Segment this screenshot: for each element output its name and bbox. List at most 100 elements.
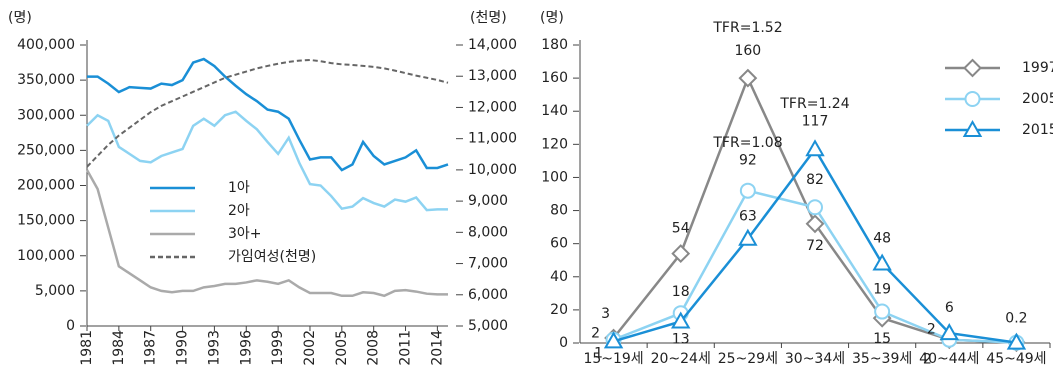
x-tick-label: 2005 <box>334 330 350 366</box>
point-marker <box>872 253 892 271</box>
y-tick-label: 5,000 <box>35 283 75 299</box>
y-tick-label: 0 <box>66 318 75 334</box>
x-tick-label: 25~29세 <box>718 351 778 367</box>
data-label: 1 <box>594 345 603 361</box>
data-label: 72 <box>806 238 824 254</box>
data-label: 3 <box>601 306 610 322</box>
point-marker <box>874 303 891 320</box>
data-label: 117 <box>802 113 829 129</box>
y-tick-label: 160 <box>541 70 568 86</box>
y-tick-label: 80 <box>550 203 568 219</box>
y-tick-label: 180 <box>541 37 568 53</box>
annotation: TFR=1.08 <box>712 135 782 151</box>
x-tick-label: 2014 <box>429 330 445 366</box>
data-label: 92 <box>739 153 757 169</box>
y-tick-label: 350,000 <box>17 72 75 88</box>
x-tick-label: 2008 <box>366 330 382 366</box>
data-label: 0.2 <box>1005 311 1027 327</box>
x-tick-label: 45~49세 <box>986 351 1046 367</box>
legend-label: 2아 <box>228 203 250 219</box>
point-marker <box>738 228 758 246</box>
data-label: 2 <box>927 322 936 338</box>
y2-tick-label: 6,000 <box>468 287 508 303</box>
x-tick-label: 20~24세 <box>651 351 711 367</box>
y2-tick-label: 5,000 <box>468 318 508 334</box>
legend-label: 가임여성(천명) <box>228 249 316 265</box>
legend-label: 2015 <box>1022 122 1053 138</box>
x-tick-label: 1993 <box>206 330 222 366</box>
y-tick-label: 150,000 <box>17 213 75 229</box>
data-label: 63 <box>739 209 757 225</box>
point-marker <box>805 139 825 157</box>
data-label: 15 <box>873 331 891 347</box>
x-tick-label: 15~19세 <box>583 351 643 367</box>
data-label: 6 <box>945 300 954 316</box>
y2-tick-label: 12,000 <box>468 99 517 115</box>
point-marker <box>1006 332 1027 350</box>
point-marker <box>670 311 691 329</box>
data-label: 54 <box>672 221 690 237</box>
data-label: 160 <box>734 43 761 59</box>
x-tick-label: 1981 <box>79 330 95 366</box>
legend-label: 3아+ <box>228 226 262 242</box>
point-marker <box>738 68 758 88</box>
x-tick-label: 40~44세 <box>919 351 979 367</box>
y2-tick-label: 11,000 <box>468 131 517 147</box>
y-tick-label: 250,000 <box>17 142 75 158</box>
legend-label: 2005 <box>1022 91 1053 107</box>
x-tick-label: 2002 <box>302 330 318 366</box>
y-tick-label: 0 <box>559 335 568 351</box>
point-marker <box>603 331 624 349</box>
y-tick-label: 120 <box>541 136 568 152</box>
data-label: 13 <box>672 331 690 347</box>
y2-tick-label: 8,000 <box>468 224 508 240</box>
annotation: TFR=1.52 <box>712 20 782 36</box>
y-tick-label: 400,000 <box>17 37 75 53</box>
y-tick-label: 100,000 <box>17 248 75 264</box>
y-tick-label: 140 <box>541 103 568 119</box>
legend-marker <box>963 58 982 78</box>
y-tick-label: 100 <box>541 169 568 185</box>
y2-tick-label: 10,000 <box>468 162 517 178</box>
y-axis-unit: (명) <box>8 10 32 26</box>
series-line <box>86 58 449 168</box>
data-label: 18 <box>672 284 690 300</box>
point-marker <box>939 323 960 341</box>
legend-label: 1997 <box>1022 60 1053 76</box>
series-line <box>86 110 448 212</box>
x-tick-label: 35~39세 <box>852 351 912 367</box>
point-marker <box>807 199 823 216</box>
y-tick-label: 300,000 <box>17 107 75 123</box>
legend-label: 1아 <box>228 180 250 196</box>
x-tick-label: 1987 <box>143 330 159 366</box>
y-tick-label: 60 <box>550 236 568 252</box>
y-axis-unit: (명) <box>540 10 564 26</box>
y-tick-label: 20 <box>550 302 568 318</box>
series-line <box>85 169 448 298</box>
legend-marker <box>962 119 983 137</box>
y-tick-label: 200,000 <box>17 178 75 194</box>
x-tick-label: 2011 <box>398 330 414 366</box>
legend-marker <box>964 91 981 107</box>
series-line <box>87 57 449 172</box>
point-marker <box>739 182 756 199</box>
data-label: 2 <box>923 352 932 368</box>
y2-tick-label: 9,000 <box>468 193 508 209</box>
y2-tick-label: 14,000 <box>468 37 517 53</box>
x-tick-label: 1996 <box>238 330 254 366</box>
point-marker <box>671 244 691 264</box>
data-label: 82 <box>806 172 824 188</box>
y2-tick-label: 7,000 <box>468 256 508 272</box>
y-tick-label: 40 <box>550 269 568 285</box>
y2-tick-label: 13,000 <box>468 68 517 84</box>
x-tick-label: 30~34세 <box>785 351 845 367</box>
point-marker <box>805 214 825 234</box>
y2-axis-unit: (천명) <box>470 10 507 26</box>
x-tick-label: 1984 <box>111 330 127 366</box>
data-label: 19 <box>873 282 891 298</box>
data-label: 2 <box>591 326 600 342</box>
data-label: 48 <box>873 231 891 247</box>
x-tick-label: 1990 <box>175 330 191 366</box>
x-tick-label: 1999 <box>270 330 286 366</box>
